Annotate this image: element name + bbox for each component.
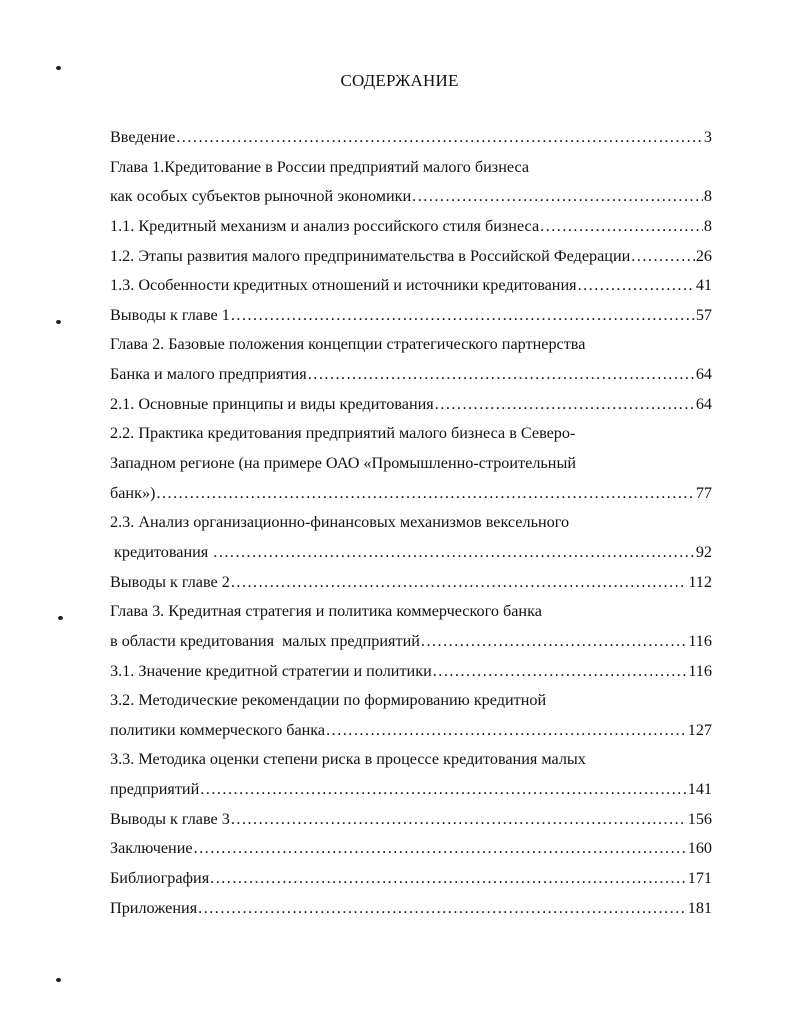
toc-entry-text: Выводы к главе 1 [110, 305, 230, 324]
dot-leader [200, 780, 686, 799]
toc-entry-page: 127 [687, 720, 712, 739]
toc-entry-text: 2.1. Основные принципы и виды кредитован… [110, 394, 434, 413]
dot-leader [231, 573, 687, 592]
toc-entry-text: в области кредитования малых предприятий [110, 631, 420, 650]
toc-entry-text: 2.2. Практика кредитования предприятий м… [110, 424, 576, 443]
toc-entry: предприятий 141 [110, 780, 712, 810]
toc-entry-text: Глава 1.Кредитование в России предприяти… [110, 157, 530, 176]
toc-entry: Выводы к главе 2 112 [110, 573, 712, 603]
toc-entry-page: 181 [687, 898, 712, 917]
toc-entry-page: 8 [703, 187, 712, 206]
dot-leader [631, 247, 695, 266]
toc-entry-text: Западном регионе (на примере ОАО «Промыш… [110, 454, 576, 473]
toc-entry: кредитования 92 [110, 543, 712, 573]
dot-leader [326, 721, 687, 740]
toc-entry-text: 1.1. Кредитный механизм и анализ российс… [110, 216, 540, 235]
toc-entry-text: 3.3. Методика оценки степени риска в про… [110, 750, 586, 769]
toc-entry-page: 77 [695, 483, 712, 502]
toc-entry-text: как особых субъектов рыночной экономики [110, 187, 412, 206]
toc-entry-page: 116 [688, 661, 712, 680]
toc-entry-text: 3.2. Методические рекомендации по формир… [110, 691, 547, 710]
toc-entry: 2.2. Практика кредитования предприятий м… [110, 424, 712, 454]
toc-entry: 1.1. Кредитный механизм и анализ российс… [110, 217, 712, 247]
dot-leader [540, 217, 703, 236]
dot-leader [433, 662, 688, 681]
toc-entry: банк») 77 [110, 484, 712, 514]
dot-leader [198, 899, 687, 918]
toc-entry-text: Библиография [110, 869, 210, 888]
toc-entry-text: политики коммерческого банка [110, 720, 326, 739]
dot-leader [421, 632, 687, 651]
toc-entry-page: 8 [703, 216, 712, 235]
dot-leader [213, 543, 695, 562]
toc-entry-text: Банка и малого предприятия [110, 365, 307, 384]
toc-entry: 3.1. Значение кредитной стратегии и поли… [110, 662, 712, 692]
toc-entry: 1.2. Этапы развития малого предпринимате… [110, 247, 712, 277]
scan-mark [56, 320, 61, 324]
dot-leader [176, 128, 703, 147]
toc-entry-text: 1.3. Особенности кредитных отношений и и… [110, 276, 577, 295]
toc-entry: политики коммерческого банка 127 [110, 721, 712, 751]
dot-leader [231, 306, 695, 325]
toc-entry-text: банк») [110, 483, 156, 502]
toc-entry-text: Глава 2. Базовые положения концепции стр… [110, 335, 586, 354]
dot-leader [231, 810, 687, 829]
toc-entry: 3.2. Методические рекомендации по формир… [110, 691, 712, 721]
toc-entry: Введение 3 [110, 128, 712, 158]
toc-entry: 2.3. Анализ организационно-финансовых ме… [110, 513, 712, 543]
dot-leader [194, 839, 687, 858]
toc-entry-text: 1.2. Этапы развития малого предпринимате… [110, 246, 631, 265]
dot-leader [435, 395, 695, 414]
scan-mark [56, 978, 61, 982]
toc-entry: Заключение 160 [110, 839, 712, 869]
toc-entry: Приложения 181 [110, 899, 712, 929]
page-title: СОДЕРЖАНИЕ [340, 71, 459, 90]
toc-entry-page: 64 [695, 365, 712, 384]
toc-entry: Западном регионе (на примере ОАО «Промыш… [110, 454, 712, 484]
toc-entry-text: Введение [110, 128, 176, 146]
toc-entry: Глава 3. Кредитная стратегия и политика … [110, 602, 712, 632]
toc-entry-text: 2.3. Анализ организационно-финансовых ме… [110, 513, 570, 532]
table-of-contents: Введение 3 Глава 1.Кредитование в России п… [110, 128, 712, 928]
toc-entry-text: Заключение [110, 839, 193, 858]
toc-entry: Глава 2. Базовые положения концепции стр… [110, 335, 712, 365]
toc-entry-text: кредитования [110, 542, 213, 561]
dot-leader [156, 484, 694, 503]
toc-entry-page: 57 [695, 305, 712, 324]
toc-entry: Выводы к главе 1 57 [110, 306, 712, 336]
dot-leader [210, 869, 687, 888]
toc-entry: 2.1. Основные принципы и виды кредитован… [110, 395, 712, 425]
toc-entry: Библиография 171 [110, 869, 712, 899]
toc-entry: как особых субъектов рыночной экономики 8 [110, 187, 712, 217]
dot-leader [578, 276, 695, 295]
toc-entry: Банка и малого предприятия 64 [110, 365, 712, 395]
scan-mark [58, 616, 63, 620]
toc-entry-page: 3 [703, 128, 712, 146]
toc-entry-text: предприятий [110, 780, 200, 799]
toc-entry: 3.3. Методика оценки степени риска в про… [110, 750, 712, 780]
toc-entry-page: 160 [687, 839, 712, 858]
toc-entry-page: 171 [687, 869, 712, 888]
toc-entry-page: 64 [695, 394, 712, 413]
scan-mark [56, 66, 61, 70]
toc-entry-page: 26 [695, 246, 712, 265]
toc-entry-page: 141 [687, 780, 712, 799]
toc-entry-page: 92 [695, 542, 712, 561]
toc-entry: Глава 1.Кредитование в России предприяти… [110, 158, 712, 188]
toc-entry-text: Выводы к главе 3 [110, 809, 230, 828]
dot-leader [308, 365, 695, 384]
toc-entry-page: 116 [688, 631, 712, 650]
toc-entry-page: 156 [687, 809, 712, 828]
dot-leader [412, 187, 703, 206]
toc-entry-page: 41 [695, 276, 712, 295]
toc-entry-text: 3.1. Значение кредитной стратегии и поли… [110, 661, 432, 680]
toc-entry-text: Глава 3. Кредитная стратегия и политика … [110, 602, 542, 621]
toc-entry: 1.3. Особенности кредитных отношений и и… [110, 276, 712, 306]
toc-entry-page: 112 [688, 572, 712, 591]
toc-entry-text: Приложения [110, 898, 198, 917]
toc-entry: Выводы к главе 3 156 [110, 810, 712, 840]
toc-entry-text: Выводы к главе 2 [110, 572, 230, 591]
toc-entry: в области кредитования малых предприятий… [110, 632, 712, 662]
